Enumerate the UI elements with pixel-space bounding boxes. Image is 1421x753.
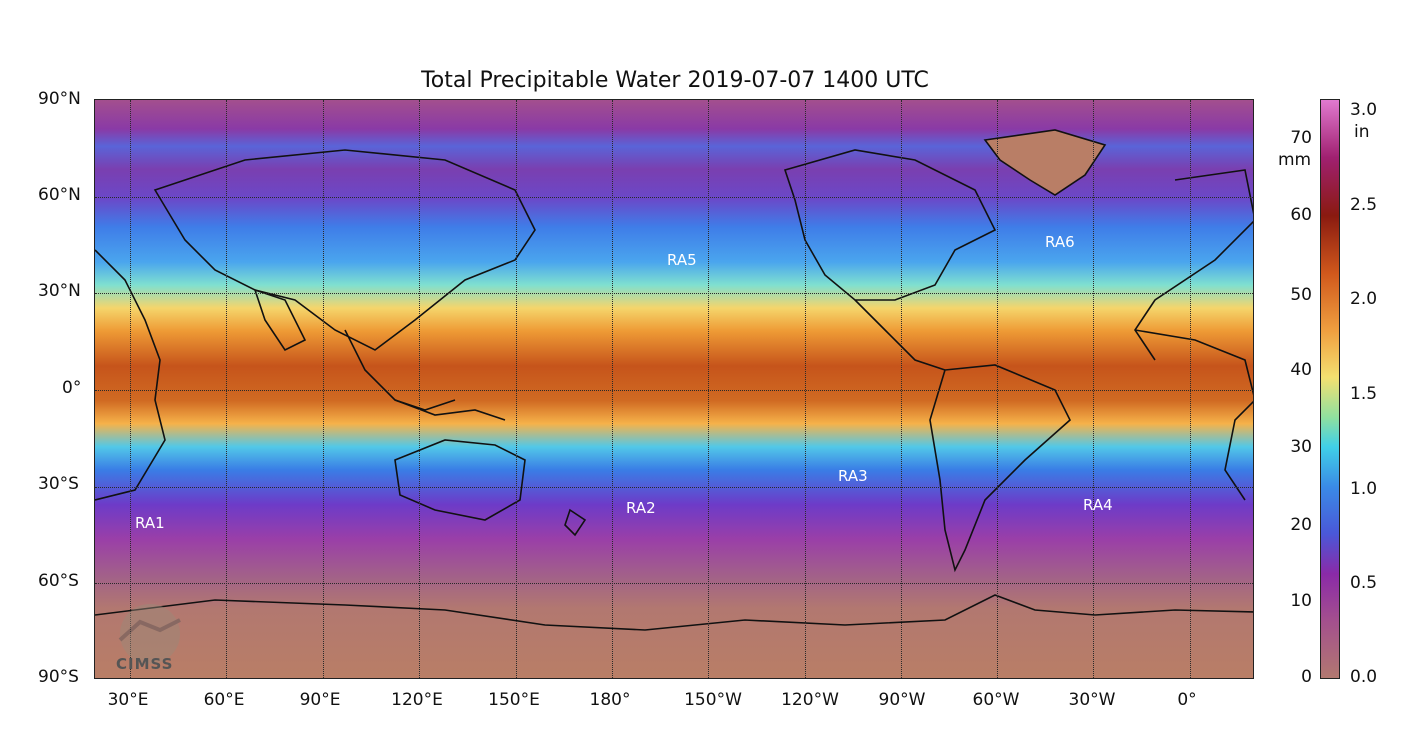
grid-meridian bbox=[1093, 100, 1094, 678]
region-label-ra2: RA2 bbox=[626, 499, 656, 517]
colorbar-in-tick: 0.0 bbox=[1350, 667, 1378, 687]
region-label-ra6: RA6 bbox=[1045, 233, 1075, 251]
colorbar-in-tick: 3.0 bbox=[1350, 100, 1378, 120]
grid-parallel bbox=[95, 487, 1253, 488]
lat-label: 30°S bbox=[38, 474, 79, 494]
grid-meridian bbox=[130, 100, 131, 678]
colorbar-in-unit: in bbox=[1354, 122, 1370, 142]
grid-parallel bbox=[95, 583, 1253, 584]
lon-label: 30°E bbox=[107, 690, 149, 710]
grid-meridian bbox=[901, 100, 902, 678]
colorbar-mm-unit: mm bbox=[1278, 150, 1312, 170]
grid-meridian bbox=[226, 100, 227, 678]
region-label-ra5: RA5 bbox=[667, 251, 697, 269]
colorbar-in-tick: 1.0 bbox=[1350, 479, 1378, 499]
grid-meridian bbox=[323, 100, 324, 678]
colorbar-mm-tick: 70 bbox=[1290, 128, 1312, 148]
grid-meridian bbox=[1190, 100, 1191, 678]
lon-label: 120°E bbox=[391, 690, 443, 710]
grid-meridian bbox=[612, 100, 613, 678]
colorbar-mm-tick: 60 bbox=[1290, 205, 1312, 225]
cimss-logo bbox=[118, 604, 181, 664]
lon-label: 0° bbox=[1177, 690, 1197, 710]
grid-meridian bbox=[997, 100, 998, 678]
colorbar-mm-tick: 30 bbox=[1290, 437, 1312, 457]
lat-label: 30°N bbox=[38, 281, 81, 301]
colorbar-mm-tick: 10 bbox=[1290, 591, 1312, 611]
grid-parallel bbox=[95, 293, 1253, 294]
lon-label: 60°E bbox=[203, 690, 245, 710]
lat-label: 60°N bbox=[38, 185, 81, 205]
colorbar bbox=[1320, 99, 1340, 679]
lat-label: 60°S bbox=[38, 571, 79, 591]
lat-label: 90°N bbox=[38, 89, 81, 109]
grid-meridian bbox=[805, 100, 806, 678]
colorbar-in-tick: 2.0 bbox=[1350, 289, 1378, 309]
lon-label: 30°W bbox=[1068, 690, 1116, 710]
region-label-ra3: RA3 bbox=[838, 467, 868, 485]
lon-label: 90°W bbox=[878, 690, 926, 710]
colorbar-in-tick: 1.5 bbox=[1350, 384, 1378, 404]
colorbar-mm-tick: 20 bbox=[1290, 515, 1312, 535]
grid-meridian bbox=[708, 100, 709, 678]
colorbar-in-tick: 0.5 bbox=[1350, 573, 1378, 593]
colorbar-mm-tick: 40 bbox=[1290, 360, 1312, 380]
grid-parallel bbox=[95, 390, 1253, 391]
colorbar-mm-tick: 0 bbox=[1301, 667, 1312, 687]
lon-label: 180° bbox=[589, 690, 631, 710]
region-label-ra1: RA1 bbox=[135, 514, 165, 532]
map-title: Total Precipitable Water 2019-07-07 1400… bbox=[421, 68, 929, 93]
coastline-overlay bbox=[95, 129, 1253, 631]
grid-parallel bbox=[95, 197, 1253, 198]
lon-label: 60°W bbox=[972, 690, 1020, 710]
region-label-ra4: RA4 bbox=[1083, 496, 1113, 514]
colorbar-mm-tick: 50 bbox=[1290, 285, 1312, 305]
lon-label: 150°E bbox=[488, 690, 540, 710]
lat-label: 0° bbox=[62, 378, 82, 398]
grid-meridian bbox=[516, 100, 517, 678]
colorbar-in-tick: 2.5 bbox=[1350, 195, 1378, 215]
lon-label: 150°W bbox=[684, 690, 742, 710]
grid-meridian bbox=[419, 100, 420, 678]
lat-label: 90°S bbox=[38, 667, 79, 687]
lon-label: 90°E bbox=[299, 690, 341, 710]
lon-label: 120°W bbox=[781, 690, 839, 710]
cimss-logo-text: CIMSS bbox=[116, 655, 174, 673]
precipitable-water-map: RA1 RA2 RA3 RA4 RA5 RA6 bbox=[94, 99, 1254, 679]
